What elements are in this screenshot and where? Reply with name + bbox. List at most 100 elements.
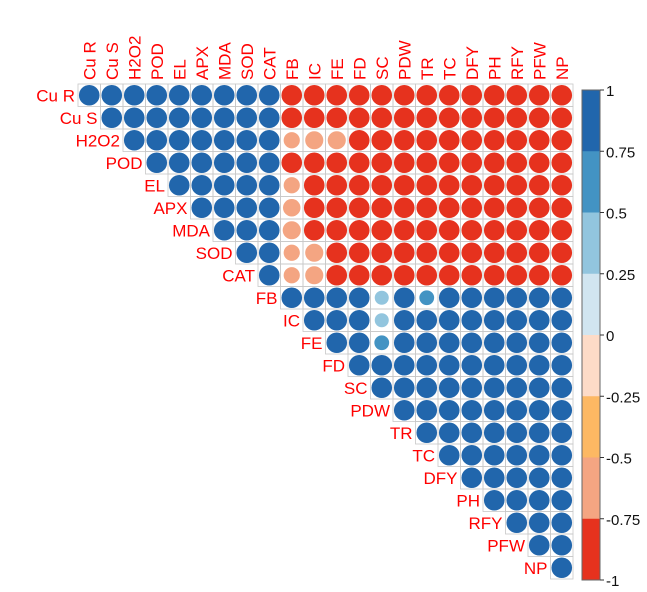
corr-point-pod-fb (281, 152, 303, 174)
corr-point-dfy-pfw (528, 467, 550, 489)
corr-point-cu-r-dfy (461, 84, 483, 106)
legend-tick-label: 0 (606, 328, 614, 345)
corr-point-mda-mda (213, 219, 235, 241)
corr-point-cu-r-sc (371, 84, 393, 106)
corr-point-rfy-pfw (528, 512, 550, 534)
corr-point-tr-pfw (528, 422, 550, 444)
row-label-cu-r: Cu R (36, 86, 75, 105)
corr-point-h2o2-np (551, 129, 573, 151)
corr-point-el-rfy (506, 174, 528, 196)
corr-point-dfy-rfy (506, 467, 528, 489)
corr-point-mda-pdw (393, 219, 415, 241)
corr-point-pod-ic (303, 152, 325, 174)
col-label-sod: SOD (238, 43, 257, 80)
corr-point-cu-r-pfw (528, 84, 550, 106)
corr-point-ic-dfy (461, 309, 483, 331)
col-label-fe: FE (328, 58, 347, 80)
corr-point-fe-ph (483, 332, 505, 354)
corr-point-el-cat (258, 174, 280, 196)
row-label-sod: SOD (196, 244, 233, 263)
corr-point-ic-fd (348, 309, 370, 331)
corr-point-cat-dfy (461, 264, 483, 286)
corr-point-mda-tr (416, 219, 438, 241)
corr-point-apx-cat (258, 197, 280, 219)
corr-point-mda-fe (326, 219, 348, 241)
corr-point-ph-np (551, 489, 573, 511)
corr-point-pod-tr (416, 152, 438, 174)
corr-point-mda-dfy (461, 219, 483, 241)
row-label-cu-s: Cu S (60, 109, 98, 128)
corr-point-apx-rfy (506, 197, 528, 219)
corr-point-cu-s-fd (348, 107, 370, 129)
corr-point-cat-tr (416, 264, 438, 286)
corr-point-cat-cat (258, 264, 280, 286)
legend-tick-label: 0.25 (606, 267, 635, 284)
corr-point-sc-np (551, 377, 573, 399)
row-label-apx: APX (153, 199, 187, 218)
corr-point-cu-r-mda (213, 84, 235, 106)
corr-point-cu-s-ic (303, 107, 325, 129)
corr-point-sod-rfy (506, 242, 528, 264)
corr-point-cu-r-fe (326, 84, 348, 106)
corr-point-h2o2-fb (283, 132, 300, 149)
corr-point-fb-pdw (393, 287, 415, 309)
corr-point-sc-tr (416, 377, 438, 399)
corr-point-fb-fd (348, 287, 370, 309)
col-label-fd: FD (350, 57, 369, 80)
corr-point-fb-fe (326, 287, 348, 309)
corr-point-cu-r-cu-s (101, 84, 123, 106)
corr-point-pod-cat (258, 152, 280, 174)
corr-point-cu-r-pdw (393, 84, 415, 106)
row-label-tc: TC (412, 446, 435, 465)
corr-point-fe-sc (374, 335, 390, 351)
corr-point-sod-ic (305, 243, 324, 262)
col-label-h2o2: H2O2 (125, 36, 144, 80)
corr-point-el-fd (348, 174, 370, 196)
corr-point-cu-s-fb (281, 107, 303, 129)
col-label-tr: TR (418, 57, 437, 80)
corr-point-sod-dfy (461, 242, 483, 264)
corr-point-ic-rfy (506, 309, 528, 331)
corr-point-el-apx (191, 174, 213, 196)
corr-point-cu-r-pod (146, 84, 168, 106)
corr-point-cu-r-fd (348, 84, 370, 106)
corr-point-tc-pfw (528, 444, 550, 466)
col-label-apx: APX (193, 46, 212, 80)
corr-point-fd-fd (348, 354, 370, 376)
corr-point-cu-r-sod (236, 84, 258, 106)
corr-point-pdw-dfy (461, 399, 483, 421)
corr-point-pod-pdw (393, 152, 415, 174)
corr-point-pdw-tr (416, 399, 438, 421)
corr-point-fe-pdw (393, 332, 415, 354)
corr-point-fd-tc (438, 354, 460, 376)
corr-point-apx-tr (416, 197, 438, 219)
corr-point-ic-ph (483, 309, 505, 331)
corr-point-mda-ic (303, 219, 325, 241)
row-label-pfw: PFW (487, 536, 525, 555)
corr-point-cu-r-ic (303, 84, 325, 106)
corr-point-el-tr (416, 174, 438, 196)
row-label-sc: SC (344, 379, 368, 398)
corr-point-fe-rfy (506, 332, 528, 354)
corr-point-cat-fd (348, 264, 370, 286)
corr-point-h2o2-ph (483, 129, 505, 151)
legend-swatch (582, 457, 600, 520)
row-label-ph: PH (456, 491, 480, 510)
corr-point-mda-np (551, 219, 573, 241)
row-label-h2o2: H2O2 (76, 131, 120, 150)
corr-point-sod-fe (326, 242, 348, 264)
corr-point-apx-ic (303, 197, 325, 219)
corr-point-pfw-pfw (528, 534, 550, 556)
row-label-el: EL (144, 176, 165, 195)
corr-point-cu-s-el (168, 107, 190, 129)
corr-point-cu-s-pod (146, 107, 168, 129)
corr-point-mda-tc (438, 219, 460, 241)
corr-point-fb-pfw (528, 287, 550, 309)
corr-point-cu-r-h2o2 (123, 84, 145, 106)
legend-tick-label: -1 (606, 573, 619, 587)
corr-point-sc-pfw (528, 377, 550, 399)
corr-point-cu-s-fe (326, 107, 348, 129)
legend-swatch (582, 151, 600, 213)
corr-point-fb-tc (438, 287, 460, 309)
